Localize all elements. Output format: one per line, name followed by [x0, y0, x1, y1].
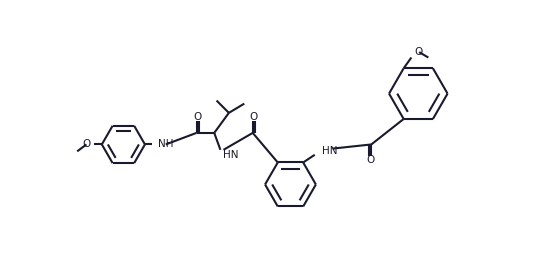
Text: HN: HN [223, 150, 239, 160]
Text: O: O [250, 113, 258, 122]
Text: O: O [366, 155, 374, 165]
Text: NH: NH [158, 139, 173, 149]
Text: O: O [193, 113, 202, 122]
Text: HN: HN [323, 146, 338, 156]
Text: O: O [414, 47, 423, 57]
Text: O: O [82, 139, 90, 149]
